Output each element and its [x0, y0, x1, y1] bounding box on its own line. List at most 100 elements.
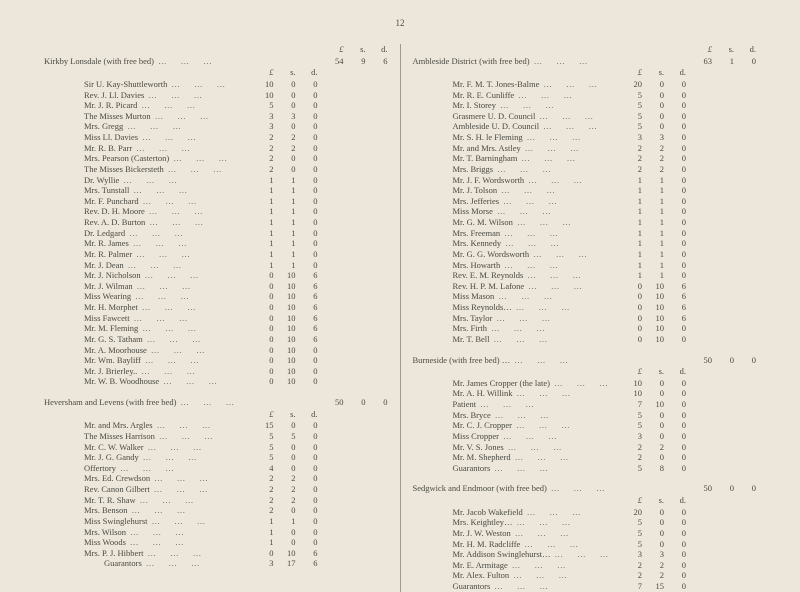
- leader-dots: … … …: [490, 581, 616, 592]
- amount-L: 3: [616, 132, 642, 143]
- leader-dots: … … …: [116, 463, 248, 474]
- amount-s: 1: [642, 238, 664, 249]
- list-item: Rev. D. H. Moore… … …110: [44, 206, 388, 217]
- indent: [413, 539, 453, 550]
- indent: [413, 410, 453, 421]
- list-item: Mr. C. J. Cropper… … …500: [413, 420, 757, 431]
- entry-amount: 0100: [248, 345, 388, 356]
- amount-s: 1: [274, 249, 296, 260]
- right-column: £ s. d. Ambleside District (with free be…: [400, 44, 757, 592]
- indent: [44, 270, 84, 281]
- amount-d: 6: [296, 334, 318, 345]
- indent: [44, 505, 84, 516]
- amount-d: 0: [664, 90, 686, 101]
- amount-d: 0: [664, 581, 686, 592]
- indent: [44, 420, 84, 431]
- amount-L: 0: [248, 345, 274, 356]
- entry-amount: 300: [616, 431, 756, 442]
- indent: [44, 90, 84, 101]
- amount-s: 2: [642, 570, 664, 581]
- leader-dots: … … …: [490, 463, 616, 474]
- shilling-label: s.: [712, 44, 734, 55]
- leader-dots: … … …: [512, 302, 616, 313]
- list-item: Mr. M. Fleming… … …0106: [44, 323, 388, 334]
- entry-name: Miss Reynolds…: [453, 302, 512, 313]
- amount-s: 2: [274, 495, 296, 506]
- entry-amount: 500: [616, 539, 756, 550]
- entry-name: Sir U. Kay-Shuttleworth: [84, 79, 167, 90]
- amount-s: 0: [642, 90, 664, 101]
- entry-amount: 220: [248, 143, 388, 154]
- leader-dots: … … …: [520, 539, 616, 550]
- list-item: Mrs. Firth… … …0100: [413, 323, 757, 334]
- leader-dots: … … …: [142, 558, 248, 569]
- entry-amount: 500: [616, 100, 756, 111]
- lsd-header-outer: £ s. d.: [318, 44, 388, 55]
- amount-d: 0: [664, 507, 686, 518]
- amount-d: 6: [296, 323, 318, 334]
- amount-s: 8: [642, 463, 664, 474]
- indent: [413, 570, 453, 581]
- entries-burneside: Mr. James Cropper (the late)… … …1000Mr.…: [413, 378, 757, 474]
- entry-name: Mr. E. Armitage: [453, 560, 508, 571]
- indent: [44, 164, 84, 175]
- amount-d: 0: [664, 196, 686, 207]
- leader-dots: … … …: [147, 345, 248, 356]
- amount-s: 1: [274, 217, 296, 228]
- leader-dots: … … …: [490, 334, 617, 345]
- indent: [413, 249, 453, 260]
- leader-dots: … … …: [517, 153, 616, 164]
- indent: [413, 164, 453, 175]
- list-item: Miss Reynolds…… … …0106: [413, 302, 757, 313]
- entry-name: Mr. Alex. Fulton: [453, 570, 510, 581]
- amount-L: 1: [616, 270, 642, 281]
- entry-name: The Misses Harrison: [84, 431, 155, 442]
- indent: [413, 121, 453, 132]
- entry-amount: 500: [616, 410, 756, 421]
- indent: [44, 463, 84, 474]
- amount-s: 0: [642, 517, 664, 528]
- amount-L: 0: [248, 270, 274, 281]
- amount-L: 20: [616, 79, 642, 90]
- entry-name: Mr. T. Bell: [453, 334, 490, 345]
- amount-L: 15: [248, 420, 274, 431]
- list-item: Mr. J. Nicholson… … …0106: [44, 270, 388, 281]
- list-item: Mr. G. S. Tatham… … …0106: [44, 334, 388, 345]
- entry-name: Miss Ll. Davies: [84, 132, 138, 143]
- entry-name: Mr. R. Palmer: [84, 249, 132, 260]
- leader-dots: … … …: [523, 132, 616, 143]
- amount-s: 1: [274, 228, 296, 239]
- amount-d: 6: [296, 558, 318, 569]
- amount-L: 1: [616, 249, 642, 260]
- entries-heversham: Mr. and Mrs. Argles… … …1500The Misses H…: [44, 420, 388, 569]
- leader-dots: … … …: [508, 560, 616, 571]
- list-item: Mrs. Tunstall… … …110: [44, 185, 388, 196]
- entry-name: Mr. S. H. le Fleming: [453, 132, 523, 143]
- list-item: Guarantors… … …580: [413, 463, 757, 474]
- list-item: Mrs. Pearson (Casterton)… … …200: [44, 153, 388, 164]
- list-item: Mrs. Kennedy… … …110: [413, 238, 757, 249]
- list-item: Mr. I. Storey… … …500: [413, 100, 757, 111]
- section-title: Burneside (with free bed) …: [413, 355, 511, 366]
- leader-dots: … … …: [539, 79, 616, 90]
- leader-dots: … … …: [123, 121, 247, 132]
- amount-L: 5: [616, 539, 642, 550]
- entry-amount: 200: [248, 153, 388, 164]
- list-item: Dr. Ledgard… … …110: [44, 228, 388, 239]
- entry-name: Ambleside U. D. Council: [453, 121, 540, 132]
- leader-dots: … … …: [547, 483, 686, 494]
- indent: [413, 217, 453, 228]
- section-title: Ambleside District (with free bed): [413, 56, 530, 67]
- indent: [413, 206, 453, 217]
- entry-amount: 110: [616, 260, 756, 271]
- amount-d: 0: [664, 100, 686, 111]
- entry-amount: 110: [616, 217, 756, 228]
- amount-d: 0: [296, 260, 318, 271]
- indent: [44, 206, 84, 217]
- indent: [44, 196, 84, 207]
- amount-L: 1: [248, 527, 274, 538]
- entry-amount: 100: [248, 527, 388, 538]
- entry-amount: 110: [616, 228, 756, 239]
- section-header-sedgwick: Sedgwick and Endmoor (with free bed) … ……: [413, 483, 757, 494]
- indent: [413, 132, 453, 143]
